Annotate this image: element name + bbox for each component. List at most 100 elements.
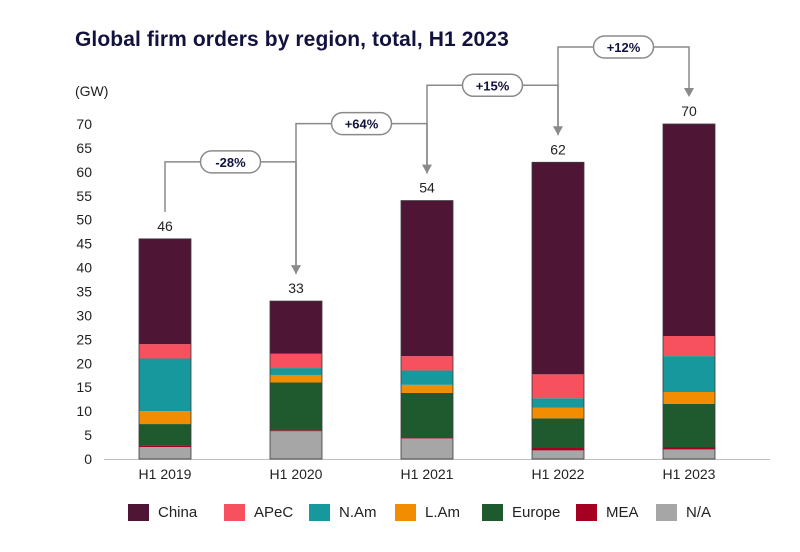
change-arrowhead <box>684 88 694 97</box>
y-tick-label: 15 <box>76 379 92 395</box>
change-badge <box>461 73 524 98</box>
legend-item: L.Am <box>395 504 460 521</box>
x-tick-label: H1 2022 <box>532 466 585 482</box>
legend-swatch <box>224 504 245 521</box>
y-tick-label: 70 <box>76 116 92 132</box>
bar-segment-nam <box>401 370 453 385</box>
bar-segment-na <box>663 449 715 459</box>
bar-outline <box>138 238 192 460</box>
bar-segment-nam <box>532 398 584 408</box>
bar-segment-mea <box>401 437 453 439</box>
y-tick-label: 55 <box>76 188 92 204</box>
legend-item: N/A <box>656 504 711 521</box>
x-tick-label: H1 2021 <box>401 466 454 482</box>
change-label: +64% <box>345 117 379 132</box>
bar-segment-apec <box>139 344 191 359</box>
bar-segment-china <box>270 301 322 354</box>
legend-item: N.Am <box>309 504 377 521</box>
y-tick-label: 5 <box>84 427 92 443</box>
total-label: 54 <box>419 180 435 196</box>
y-tick-label: 50 <box>76 212 92 228</box>
bar-segment-na <box>139 447 191 459</box>
bar-segment-lam <box>270 375 322 383</box>
y-tick-label: 20 <box>76 355 92 371</box>
x-tick-label: H1 2020 <box>270 466 323 482</box>
legend-label: Europe <box>512 504 561 521</box>
y-axis-label: (GW) <box>75 83 108 99</box>
bar-segment-china <box>401 200 453 357</box>
change-badge <box>199 150 262 174</box>
bar-segment-nam <box>139 358 191 412</box>
change-label: -28% <box>215 155 246 170</box>
change-label: +12% <box>607 40 641 55</box>
y-tick-label: 0 <box>84 451 92 467</box>
bar-segment-na <box>401 438 453 459</box>
bar-segment-europe <box>663 403 715 448</box>
chart-plot: (GW) 0 5 10 15 20 25 30 35 40 45 50 55 60 65 70 46 H1 201… <box>75 35 770 482</box>
y-tick-label: 25 <box>76 331 92 347</box>
y-tick-label: 30 <box>76 307 92 323</box>
bar-segment-nam <box>663 356 715 392</box>
change-connector <box>426 84 559 174</box>
legend-label: N/A <box>686 504 712 521</box>
y-tick-label: 40 <box>76 260 92 276</box>
legend-swatch <box>128 504 149 521</box>
legend-swatch <box>482 504 503 521</box>
bar-outline <box>400 200 454 460</box>
legend-label: N.Am <box>339 504 377 521</box>
bar-segment-europe <box>401 392 453 438</box>
legend-item: China <box>128 504 197 521</box>
bar-outline <box>269 300 323 460</box>
legend-item: Europe <box>482 504 560 521</box>
chart-legend: China APeC N.Am L.Am Europe MEA N/A <box>0 496 800 532</box>
change-connector <box>557 46 690 136</box>
bar-segment-apec <box>270 353 322 369</box>
y-tick-label: 10 <box>76 403 92 419</box>
y-tick-label: 35 <box>76 284 92 300</box>
chart-title: Global firm orders by region, total, H1 … <box>75 28 509 51</box>
bar-segment-na <box>270 431 322 459</box>
bar-outline <box>531 161 585 460</box>
bar-segment-china <box>663 124 715 337</box>
legend-item: MEA <box>576 504 639 521</box>
y-tick-label: 60 <box>76 164 92 180</box>
bar-segment-na <box>532 450 584 459</box>
total-label: 62 <box>550 141 566 157</box>
bar-segment-lam <box>532 407 584 419</box>
change-badge <box>330 111 393 136</box>
bar-segment-china <box>139 238 191 345</box>
legend-label: MEA <box>606 504 639 521</box>
bar-segment-mea <box>663 447 715 450</box>
bar-segment-mea <box>270 430 322 432</box>
total-label: 46 <box>157 218 173 234</box>
bar-segment-europe <box>270 382 322 431</box>
legend-swatch <box>656 504 677 521</box>
bar-segment-apec <box>663 336 715 357</box>
x-tick-label: H1 2023 <box>663 466 716 482</box>
change-label: +15% <box>476 78 510 93</box>
bar-outline <box>662 123 716 460</box>
legend-label: L.Am <box>425 504 461 521</box>
bar-segment-apec <box>532 374 584 399</box>
bar-segment-lam <box>663 392 715 404</box>
legend-swatch <box>576 504 597 521</box>
x-tick-label: H1 2019 <box>139 466 192 482</box>
total-label: 33 <box>288 280 304 296</box>
bar-segment-mea <box>532 447 584 451</box>
bar-segment-europe <box>139 424 191 446</box>
bar-segment-nam <box>270 368 322 376</box>
legend-swatch <box>309 504 330 521</box>
y-tick-label: 65 <box>76 140 92 156</box>
bar-segment-europe <box>532 418 584 448</box>
total-label: 70 <box>681 103 697 119</box>
bar-segment-china <box>532 162 584 375</box>
bar-segment-lam <box>139 411 191 425</box>
bar-segment-lam <box>401 384 453 393</box>
y-tick-label: 45 <box>76 236 92 252</box>
bar-segment-apec <box>401 356 453 371</box>
legend-item: APeC <box>224 504 293 521</box>
legend-label: China <box>158 504 198 521</box>
bar-segment-mea <box>139 445 191 448</box>
legend-swatch <box>395 504 416 521</box>
legend-label: APeC <box>254 504 294 521</box>
